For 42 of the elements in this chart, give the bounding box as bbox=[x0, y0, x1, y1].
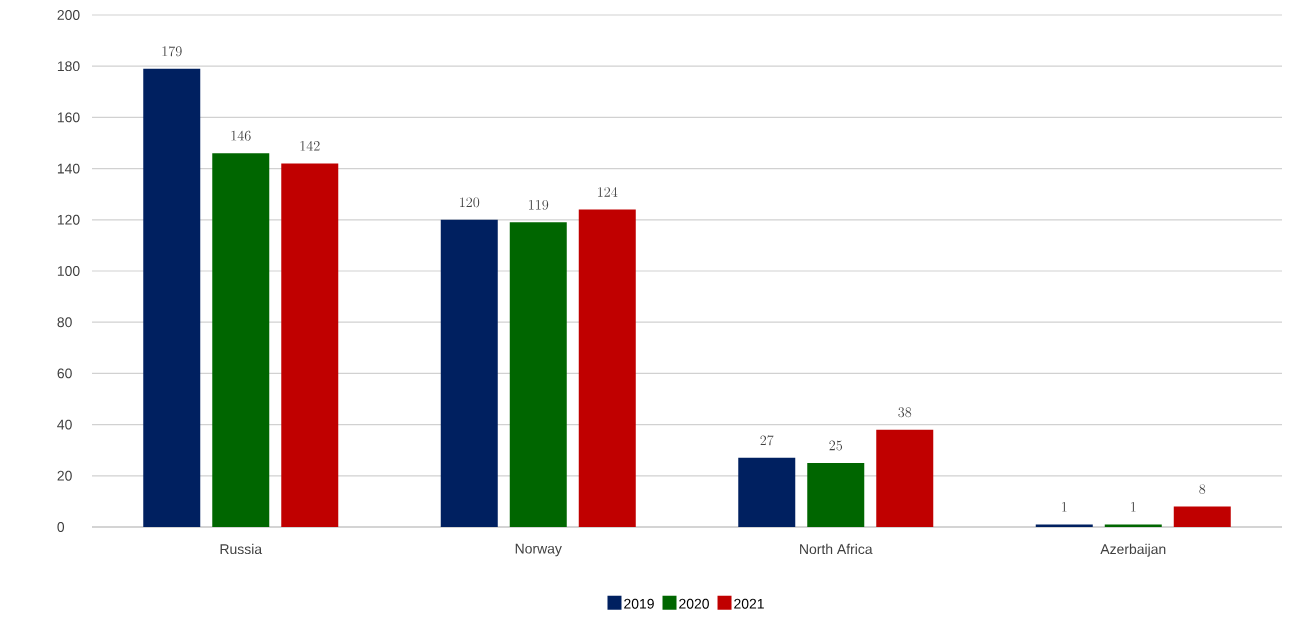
data-label: 1 bbox=[1062, 502, 1067, 512]
bar bbox=[578, 209, 636, 527]
x-tick-label: Russia bbox=[220, 543, 263, 555]
legend-label: 2019 bbox=[624, 598, 654, 609]
data-label: 25 bbox=[829, 440, 843, 451]
bar bbox=[509, 222, 567, 527]
bar bbox=[738, 457, 796, 527]
y-tick-label: 40 bbox=[57, 419, 72, 430]
bar bbox=[1104, 524, 1162, 527]
x-tick-label: North Africa bbox=[800, 543, 873, 555]
x-tick-label: Norway bbox=[515, 543, 562, 557]
bar bbox=[440, 219, 498, 527]
data-label: 8 bbox=[1199, 484, 1206, 494]
bar bbox=[1035, 524, 1093, 527]
data-label: 142 bbox=[300, 140, 320, 151]
legend-label: 2021 bbox=[734, 598, 764, 609]
data-label: 119 bbox=[529, 199, 549, 210]
data-label: 38 bbox=[898, 407, 912, 418]
bar bbox=[143, 68, 201, 527]
bar bbox=[807, 462, 865, 527]
x-tick-label: Azerbaijan bbox=[1100, 543, 1166, 557]
y-tick-label: 20 bbox=[57, 470, 72, 481]
y-tick-label: 0 bbox=[57, 522, 65, 532]
y-tick-label: 180 bbox=[57, 61, 80, 72]
y-tick-label: 160 bbox=[57, 112, 80, 123]
bar bbox=[212, 153, 270, 527]
y-tick-label: 120 bbox=[57, 214, 80, 225]
bar bbox=[1173, 506, 1231, 527]
data-label: 179 bbox=[162, 46, 182, 57]
y-tick-label: 100 bbox=[57, 266, 80, 276]
bar bbox=[876, 429, 934, 527]
data-label: 120 bbox=[460, 197, 480, 208]
y-tick-label: 140 bbox=[57, 163, 80, 174]
y-tick-label: 200 bbox=[57, 10, 80, 20]
data-label: 124 bbox=[598, 187, 618, 197]
bar bbox=[281, 163, 339, 527]
y-tick-label: 60 bbox=[57, 368, 72, 379]
legend-label: 2020 bbox=[679, 598, 709, 609]
data-label: 1 bbox=[1131, 502, 1136, 512]
data-label: 146 bbox=[231, 130, 251, 141]
data-label: 27 bbox=[760, 435, 774, 446]
y-tick-label: 80 bbox=[57, 317, 72, 328]
